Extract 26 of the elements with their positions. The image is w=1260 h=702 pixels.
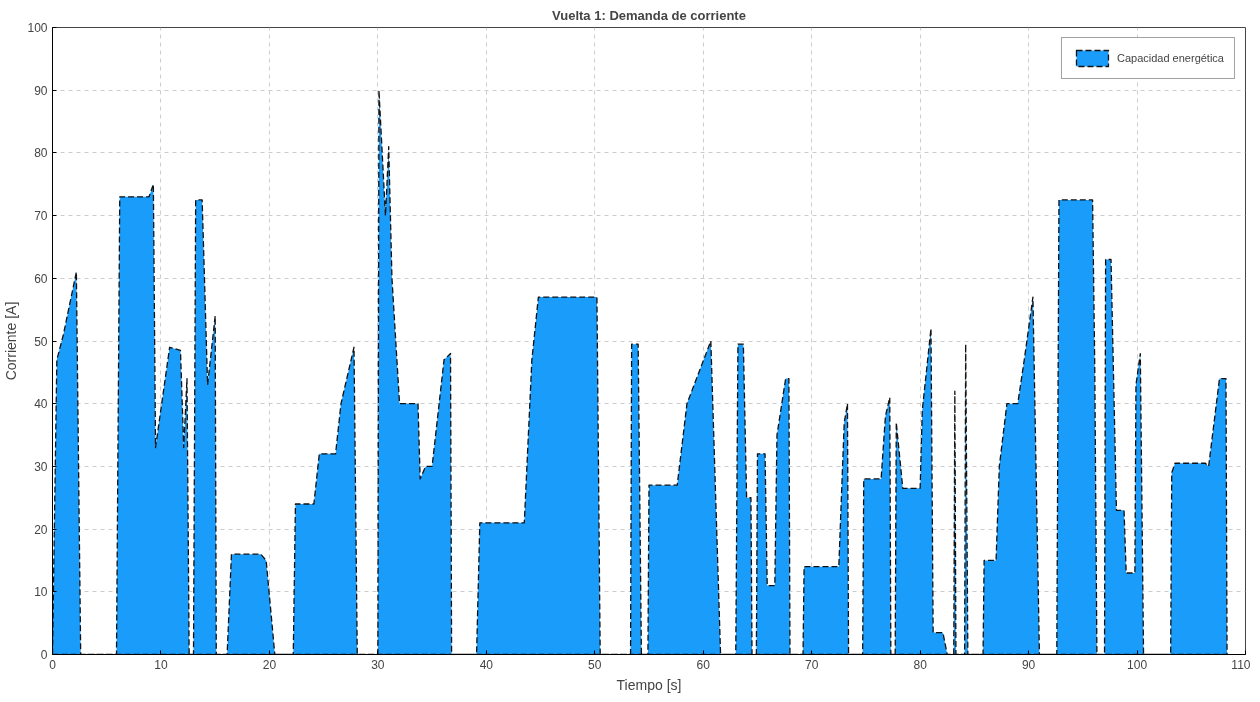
x-tick-label: 60 [696, 657, 711, 672]
y-tick-label: 50 [34, 334, 48, 349]
y-tick-label: 0 [40, 648, 48, 662]
y-tick-label: 10 [34, 585, 48, 600]
y-tick-label: 70 [34, 209, 48, 224]
legend-label: Capacidad energética [1116, 52, 1224, 64]
y-axis-title: Corriente [A] [3, 301, 20, 381]
y-tick-label: 30 [34, 459, 48, 474]
y-tick-label: 60 [34, 271, 48, 286]
x-tick-label: 10 [154, 657, 168, 672]
x-tick-label: 70 [805, 657, 819, 672]
y-tick-label: 90 [34, 83, 48, 98]
x-tick-label: 100 [1127, 657, 1148, 672]
x-tick-label: 80 [913, 657, 928, 672]
x-tick-label: 90 [1021, 657, 1036, 672]
x-tick-label: 50 [588, 657, 602, 672]
x-tick-label: 30 [371, 657, 385, 672]
x-tick-label: 20 [262, 657, 277, 672]
y-tick-label: 20 [34, 522, 48, 537]
y-tick-label: 40 [34, 397, 48, 412]
x-tick-label: 40 [479, 657, 494, 672]
chart-title: Vuelta 1: Demanda de corriente [552, 7, 746, 23]
y-tick-label: 80 [34, 146, 48, 161]
y-tick-label: 100 [27, 21, 48, 35]
x-tick-label: 110 [1231, 657, 1251, 672]
x-axis-title: Tiempo [s] [616, 676, 682, 693]
